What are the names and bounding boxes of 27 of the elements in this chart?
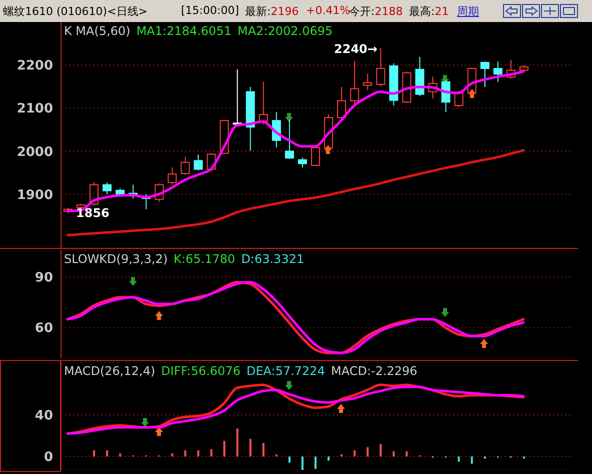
y-tick-label: 60 xyxy=(34,321,53,336)
annotation: MA1:2184.6051 xyxy=(136,24,232,38)
annotation: 1856 xyxy=(76,206,110,220)
y-tick-label: 2200 xyxy=(16,58,53,74)
y-tick-label: 2100 xyxy=(16,102,53,117)
annotation: MACD:-2.2296 xyxy=(330,364,418,378)
text: 最新:2196 xyxy=(245,4,299,19)
annotation: K:65.1780 xyxy=(174,252,236,266)
chart-subtitle: K MA(5,60) xyxy=(64,24,130,38)
annotation: 2240→ xyxy=(334,42,378,56)
annotation: D:63.3321 xyxy=(241,252,304,266)
y-tick-label: 90 xyxy=(34,270,53,286)
text: 周期 xyxy=(457,4,479,19)
chart-title: 螺纹1610 (010610)<日线> xyxy=(3,4,148,19)
chart-title: MACD(26,12,4) xyxy=(64,364,156,378)
chart-title: SLOWKD(9,3,3,2) xyxy=(64,252,168,266)
y-tick-label: 1900 xyxy=(16,188,53,203)
y-tick-label: 2000 xyxy=(16,144,53,160)
text: 最高:21 xyxy=(409,4,449,19)
y-tick-label: 0 xyxy=(44,450,53,466)
y-tick-label: 40 xyxy=(34,408,53,424)
annotation: MA2:2002.0695 xyxy=(237,24,333,38)
annotation: DIFF:56.6076 xyxy=(161,364,240,378)
text: [15:00:00] xyxy=(181,4,239,17)
annotation: DEA:57.7224 xyxy=(246,364,325,378)
text: 今开:2188 xyxy=(349,4,403,19)
text: +0.41% xyxy=(306,4,350,17)
